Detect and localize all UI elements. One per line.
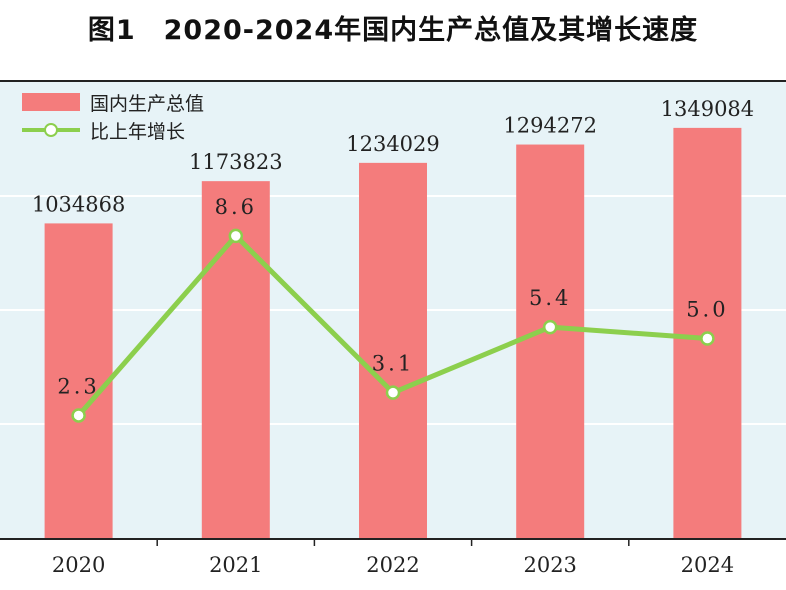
bar-value-label: 1034868 <box>32 192 126 216</box>
x-tick-label: 2021 <box>209 553 262 577</box>
growth-value-label: 2.3 <box>57 374 99 398</box>
bar-value-label: 1349084 <box>661 97 755 121</box>
x-tick-label: 2020 <box>52 553 105 577</box>
legend-swatch-bar <box>22 93 80 111</box>
x-tick-label: 2023 <box>523 553 576 577</box>
bar-value-label: 1234029 <box>346 132 440 156</box>
growth-point <box>542 319 558 335</box>
legend-item-growth: 比上年增长 <box>22 116 204 144</box>
bar <box>44 223 113 538</box>
growth-value-label: 8.6 <box>215 195 257 219</box>
growth-point <box>71 408 86 423</box>
bar <box>359 162 427 539</box>
growth-value-label: 5.4 <box>529 286 571 310</box>
growth-point <box>228 228 244 244</box>
legend-swatch-line <box>22 121 80 139</box>
legend: 国内生产总值 比上年增长 <box>22 88 204 144</box>
bar <box>516 144 585 538</box>
x-tick-label: 2024 <box>681 553 734 577</box>
legend-label-growth: 比上年增长 <box>90 120 186 143</box>
legend-item-gdp: 国内生产总值 <box>22 88 204 116</box>
x-tick-label: 2022 <box>366 553 419 577</box>
bar-value-label: 1173823 <box>189 150 283 174</box>
bar-value-label: 1294272 <box>503 114 597 138</box>
growth-value-label: 3.1 <box>372 352 414 376</box>
legend-label-gdp: 国内生产总值 <box>90 92 205 115</box>
growth-value-label: 5.0 <box>686 298 728 322</box>
chart-title: 图1 2020-2024年国内生产总值及其增长速度 <box>87 15 699 46</box>
growth-point <box>700 331 715 346</box>
growth-point <box>385 385 401 400</box>
